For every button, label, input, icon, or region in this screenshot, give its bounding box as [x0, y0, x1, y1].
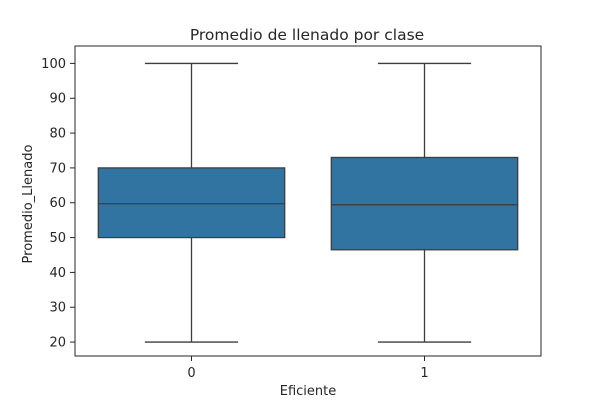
iqr-box: [330, 156, 519, 251]
y-tick-label: 70: [49, 161, 66, 176]
y-tick-label: 20: [49, 336, 66, 351]
y-tick-label: 100: [41, 57, 66, 72]
y-tick-label: 90: [49, 92, 66, 107]
y-axis: 20 30 40 50 60 70 80 90 100: [41, 57, 75, 351]
box-1: [330, 62, 519, 343]
y-tick-label: 60: [49, 196, 66, 211]
iqr-box: [97, 167, 286, 239]
x-tick-label: 1: [420, 366, 428, 381]
y-axis-label: Promedio_Llenado: [21, 145, 36, 264]
y-tick-label: 40: [49, 266, 66, 281]
plot-area: [97, 62, 519, 343]
chart-title: Promedio de llenado por clase: [190, 26, 424, 44]
axes-frame: [74, 45, 542, 357]
y-tick-label: 30: [49, 301, 66, 316]
x-axis-label: Eficiente: [280, 384, 337, 399]
y-tick-label: 80: [49, 127, 66, 142]
y-tick-label: 50: [49, 231, 66, 246]
box-0: [97, 62, 286, 343]
x-tick-label: 0: [187, 366, 195, 381]
